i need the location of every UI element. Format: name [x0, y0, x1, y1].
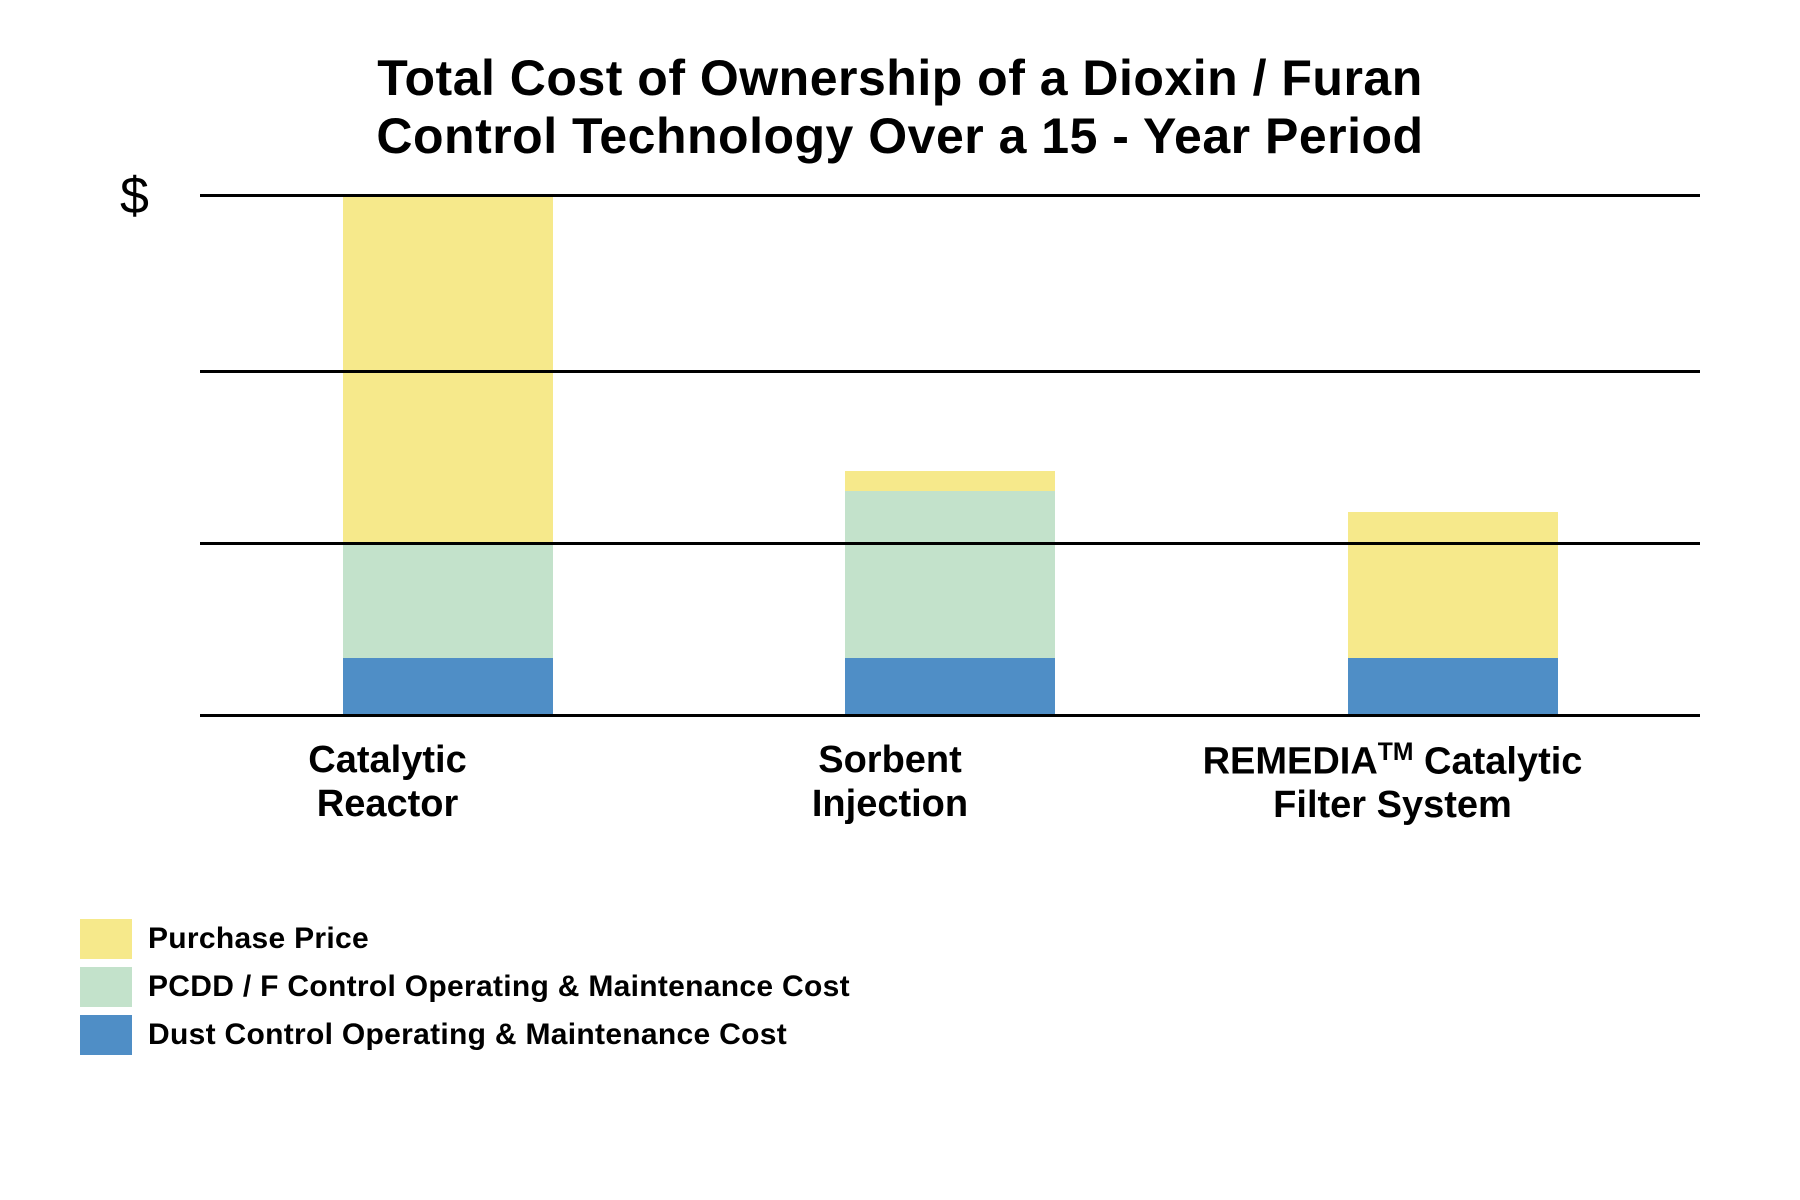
legend-swatch — [80, 967, 132, 1007]
legend-item-dust: Dust Control Operating & Maintenance Cos… — [80, 1015, 850, 1055]
legend-item-pcdd: PCDD / F Control Operating & Maintenance… — [80, 967, 850, 1007]
legend-swatch — [80, 1015, 132, 1055]
legend-item-purchase: Purchase Price — [80, 919, 850, 959]
category-label: REMEDIATM CatalyticFilter System — [1173, 739, 1613, 828]
legend-swatch — [80, 919, 132, 959]
bar-segment-dust — [1348, 658, 1558, 715]
legend-label: Dust Control Operating & Maintenance Cos… — [148, 1018, 787, 1052]
legend-label: Purchase Price — [148, 922, 369, 956]
bar-segment-dust — [343, 658, 553, 715]
chart-area: $ — [60, 195, 1760, 715]
chart-title: Total Cost of Ownership of a Dioxin / Fu… — [60, 50, 1740, 165]
gridline — [200, 542, 1700, 545]
bar-segment-pcdd — [845, 491, 1055, 657]
bar-segment-purchase — [343, 195, 553, 543]
bar-segment-purchase — [1348, 512, 1558, 658]
category-label: CatalyticReactor — [168, 739, 608, 826]
category-labels: CatalyticReactor SorbentInjection REMEDIAT… — [140, 739, 1740, 849]
gridline — [200, 714, 1700, 717]
gridline — [200, 194, 1700, 197]
y-axis-label: $ — [120, 166, 149, 226]
bar-segment-pcdd — [343, 543, 553, 657]
gridline — [200, 370, 1700, 373]
bar-segment-dust — [845, 658, 1055, 715]
plot — [200, 195, 1700, 715]
bar-group — [343, 195, 553, 715]
bar-group — [845, 471, 1055, 715]
legend: Purchase Price PCDD / F Control Operating… — [80, 919, 850, 1063]
legend-label: PCDD / F Control Operating & Maintenance… — [148, 970, 850, 1004]
bars-layer — [200, 195, 1700, 715]
bar-segment-purchase — [845, 471, 1055, 492]
category-label: SorbentInjection — [670, 739, 1110, 826]
